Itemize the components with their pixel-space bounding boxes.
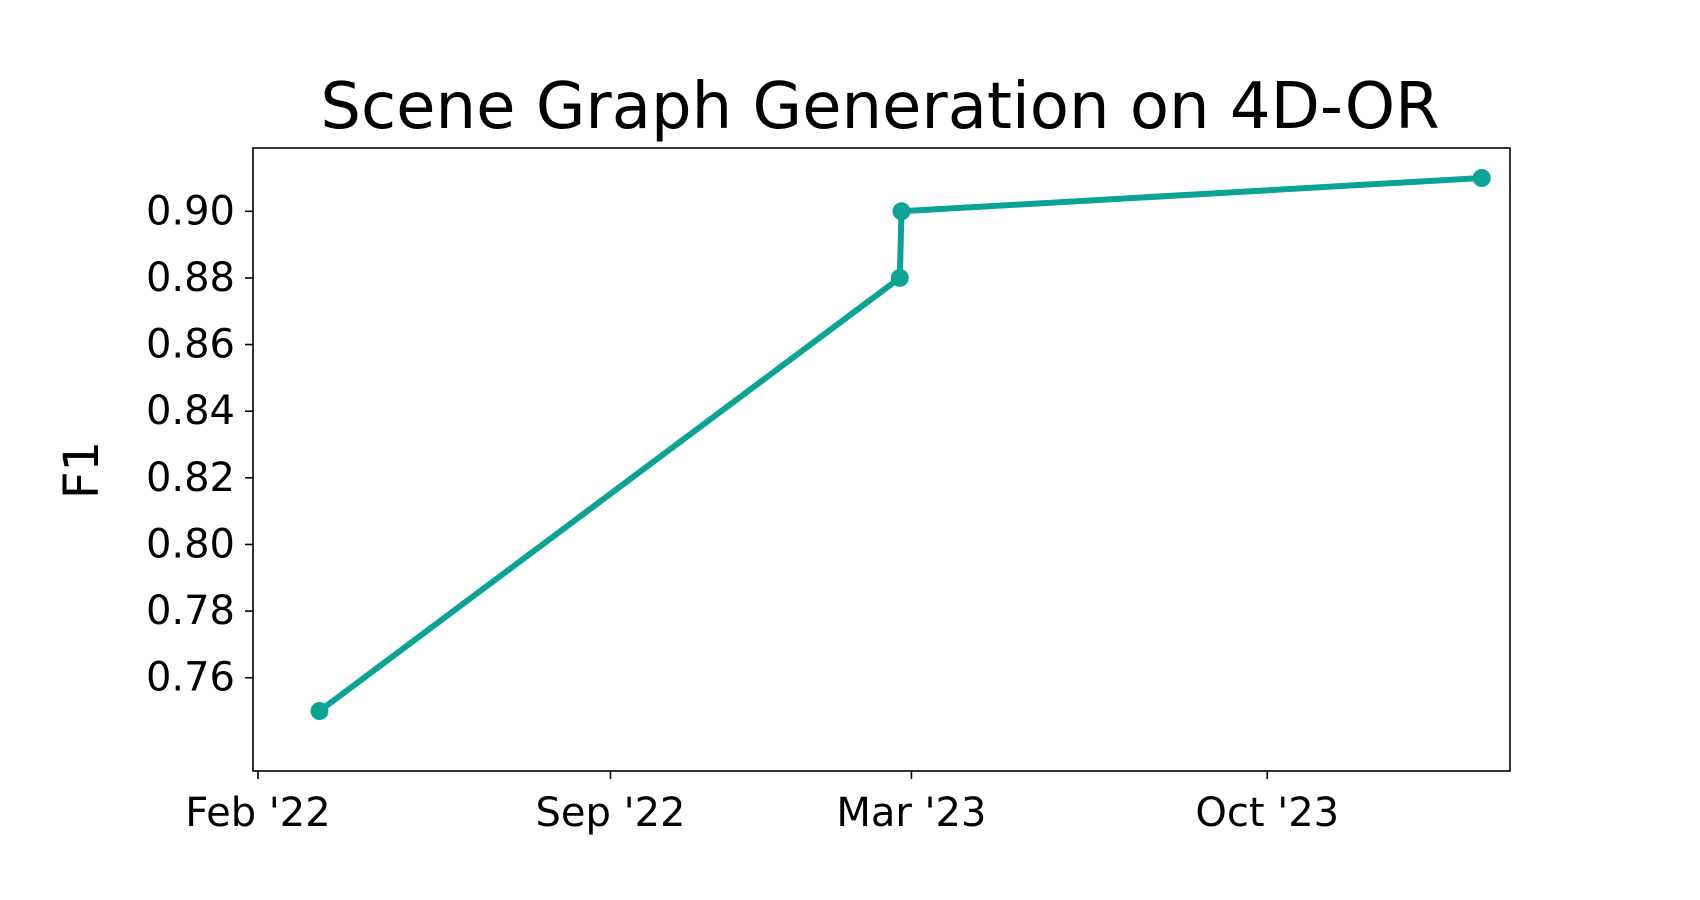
y-tick-label: 0.90 <box>146 188 235 234</box>
x-tick-label: Mar '23 <box>836 790 986 836</box>
data-point-2 <box>890 268 909 287</box>
series-line-1 <box>316 175 1485 714</box>
y-tick-label: 0.76 <box>146 655 235 701</box>
data-point-3 <box>892 202 911 221</box>
y-tick-label: 0.88 <box>146 255 235 301</box>
data-point-1 <box>310 702 329 720</box>
y-tick-label: 0.84 <box>146 388 235 434</box>
x-tick-label: Oct '23 <box>1195 790 1339 836</box>
plot-frame <box>252 147 1511 772</box>
y-tick-label: 0.82 <box>146 455 235 501</box>
y-tick-label: 0.78 <box>146 588 235 634</box>
y-axis-label: F1 <box>54 441 110 499</box>
axes: 0.76 0.78 0.80 0.82 0.84 0.86 0.88 0.90 Feb '22 S… <box>146 147 1511 836</box>
y-tick-label: 0.86 <box>146 322 235 368</box>
data-point-4 <box>1472 169 1491 187</box>
chart-title: Scene Graph Generation on 4D-OR <box>320 70 1439 144</box>
plot-area <box>310 169 1491 720</box>
x-tick-label: Feb '22 <box>185 790 330 836</box>
x-tick-label: Sep '22 <box>535 790 685 836</box>
y-tick-label: 0.80 <box>146 521 235 567</box>
